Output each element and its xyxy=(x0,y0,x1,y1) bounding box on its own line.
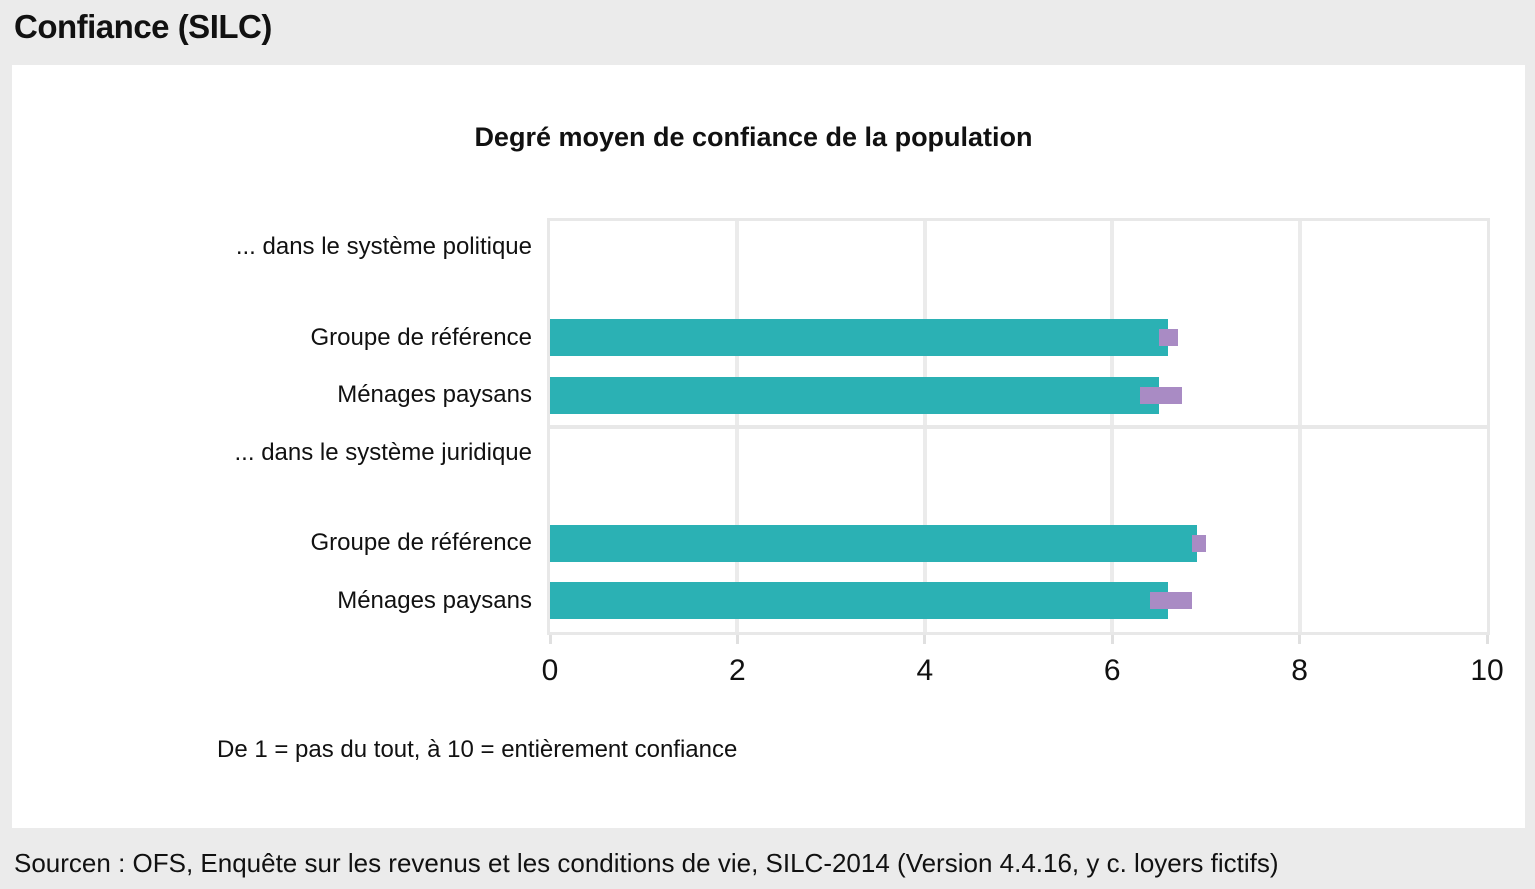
section-divider xyxy=(550,424,1487,429)
plot-area xyxy=(547,218,1490,635)
source-line: Sourcen : OFS, Enquête sur les revenus e… xyxy=(14,848,1279,878)
category-label: Ménages paysans xyxy=(337,381,532,409)
confidence-interval-marker xyxy=(1149,592,1192,610)
category-label: Groupe de référence xyxy=(310,529,532,557)
x-tick-mark-10 xyxy=(1485,635,1489,644)
category-label: Ménages paysans xyxy=(337,586,532,614)
x-tick-mark-2 xyxy=(735,635,739,644)
chart-title: Degré moyen de confiance de la populatio… xyxy=(474,122,1033,152)
chart-panel: Degré moyen de confiance de la populatio… xyxy=(12,65,1525,828)
scale-footnote: De 1 = pas du tout, à 10 = entièrement c… xyxy=(217,736,738,763)
x-tick-mark-8 xyxy=(1298,635,1302,644)
x-tick-label-8: 8 xyxy=(1291,654,1308,687)
confidence-interval-marker xyxy=(1191,534,1206,552)
x-tick-label-4: 4 xyxy=(916,654,934,687)
x-tick-mark-0 xyxy=(548,635,552,644)
page-title: Confiance (SILC) xyxy=(14,8,272,45)
bar-groupe-de-r-f-rence xyxy=(550,524,1197,562)
x-tick-label-6: 6 xyxy=(1103,654,1121,687)
x-tick-label-2: 2 xyxy=(729,654,746,687)
bar-groupe-de-r-f-rence xyxy=(550,319,1169,357)
x-tick-mark-6 xyxy=(1110,635,1114,644)
x-tick-label-0: 0 xyxy=(541,654,559,687)
category-header-label: ... dans le système juridique xyxy=(234,438,532,466)
x-tick-label-10: 10 xyxy=(1470,654,1504,687)
confidence-interval-marker xyxy=(1159,329,1178,347)
bar-m-nages-paysans xyxy=(550,582,1169,620)
x-tick-mark-4 xyxy=(923,635,927,644)
confidence-interval-marker xyxy=(1140,386,1183,404)
category-label: Groupe de référence xyxy=(310,323,532,351)
category-labels-column: ... dans le système politique Groupe de r… xyxy=(12,218,532,635)
category-header-label: ... dans le système politique xyxy=(235,233,532,261)
bar-m-nages-paysans xyxy=(550,376,1160,414)
